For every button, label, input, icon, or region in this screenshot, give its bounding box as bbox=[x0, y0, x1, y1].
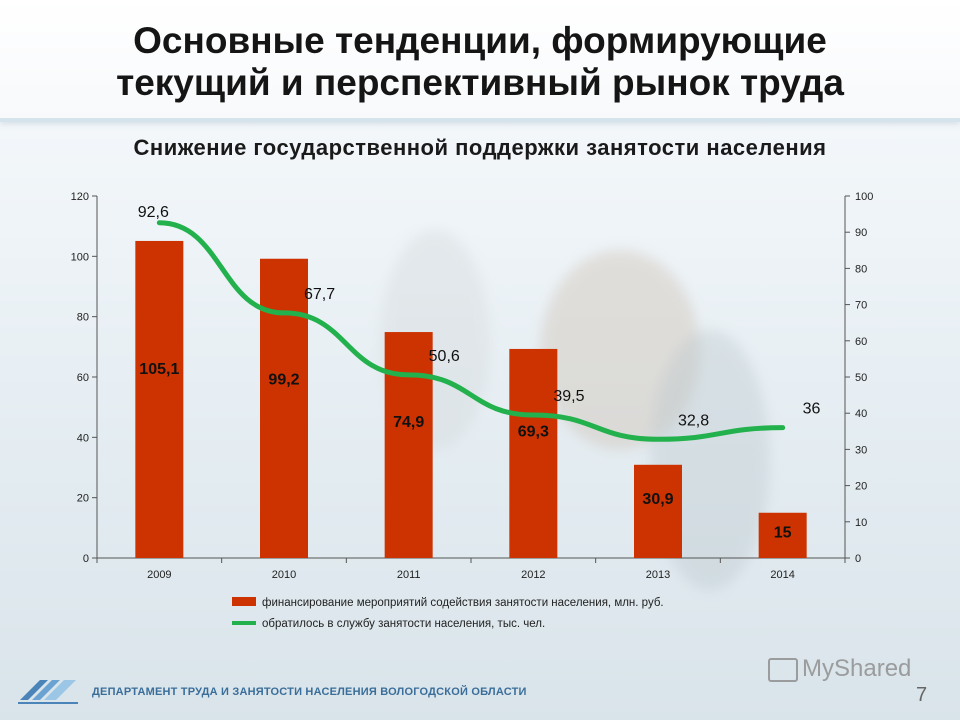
left-axis-tick-label: 100 bbox=[71, 251, 89, 263]
bar-data-label: 69,3 bbox=[518, 424, 549, 441]
x-axis-tick-label: 2011 bbox=[397, 569, 421, 581]
bar-data-label: 74,9 bbox=[393, 414, 424, 431]
bar bbox=[509, 348, 558, 558]
bar-data-label: 30,9 bbox=[642, 491, 673, 508]
page-title-line-1: Основные тенденции, формирующие bbox=[133, 20, 827, 61]
page-title-line-2: текущий и перспективный рынок труда bbox=[116, 62, 844, 103]
right-axis-tick-label: 70 bbox=[855, 300, 867, 312]
bar-data-label: 105,1 bbox=[139, 361, 179, 378]
x-axis-tick-label: 2012 bbox=[521, 569, 545, 581]
right-axis-tick-label: 20 bbox=[855, 481, 867, 493]
presentation-icon bbox=[768, 657, 798, 682]
watermark: MyShared bbox=[768, 655, 911, 683]
department-logo-icon bbox=[18, 680, 78, 704]
left-axis-tick-label: 60 bbox=[77, 372, 89, 384]
left-axis-tick-label: 120 bbox=[71, 191, 89, 203]
right-axis-tick-label: 30 bbox=[855, 444, 867, 456]
page-number: 7 bbox=[916, 684, 928, 706]
bar-data-label: 15 bbox=[774, 525, 792, 542]
x-axis-tick-label: 2014 bbox=[770, 569, 794, 581]
legend-line-label: обратилось в службу занятости населения,… bbox=[262, 618, 545, 630]
right-axis-tick-label: 0 bbox=[855, 553, 861, 565]
left-axis-tick-label: 20 bbox=[77, 493, 89, 505]
left-axis-tick-label: 0 bbox=[83, 553, 89, 565]
legend-bar-label: финансирование мероприятий содействия за… bbox=[262, 597, 664, 609]
right-axis-tick-label: 80 bbox=[855, 263, 867, 275]
right-axis-tick-label: 40 bbox=[855, 408, 867, 420]
footer-department: ДЕПАРТАМЕНТ ТРУДА И ЗАНЯТОСТИ НАСЕЛЕНИЯ … bbox=[92, 686, 527, 698]
right-axis-tick-label: 90 bbox=[855, 227, 867, 239]
left-axis-tick-label: 40 bbox=[77, 432, 89, 444]
x-axis-tick-label: 2009 bbox=[147, 569, 171, 581]
chart-title: Снижение государственной поддержки занят… bbox=[133, 135, 827, 160]
x-axis-tick-label: 2013 bbox=[646, 569, 670, 581]
left-axis-tick-label: 80 bbox=[77, 312, 89, 324]
right-axis-tick-label: 60 bbox=[855, 336, 867, 348]
line-series bbox=[156, 220, 786, 442]
line-data-label: 67,7 bbox=[304, 286, 335, 303]
line-data-label: 36 bbox=[803, 401, 821, 418]
watermark-text: MyShared bbox=[802, 655, 912, 682]
x-axis-tick-label: 2010 bbox=[272, 569, 296, 581]
line-data-label: 92,6 bbox=[138, 204, 169, 221]
line-data-label: 39,5 bbox=[553, 388, 584, 405]
bar bbox=[384, 332, 433, 558]
bar bbox=[634, 464, 682, 558]
legend-bar-swatch bbox=[232, 597, 256, 606]
right-axis-tick-label: 50 bbox=[855, 372, 867, 384]
bar bbox=[135, 240, 184, 558]
line-data-label: 32,8 bbox=[678, 412, 709, 429]
page-title: Основные тенденции, формирующие текущий … bbox=[0, 20, 960, 104]
bar-data-label: 99,2 bbox=[268, 371, 299, 388]
right-axis-tick-label: 100 bbox=[855, 191, 873, 203]
line-data-label: 50,6 bbox=[429, 348, 460, 365]
bar bbox=[260, 258, 308, 558]
bar bbox=[758, 512, 807, 558]
right-axis-tick-label: 10 bbox=[855, 517, 867, 529]
title-band bbox=[0, 0, 960, 122]
